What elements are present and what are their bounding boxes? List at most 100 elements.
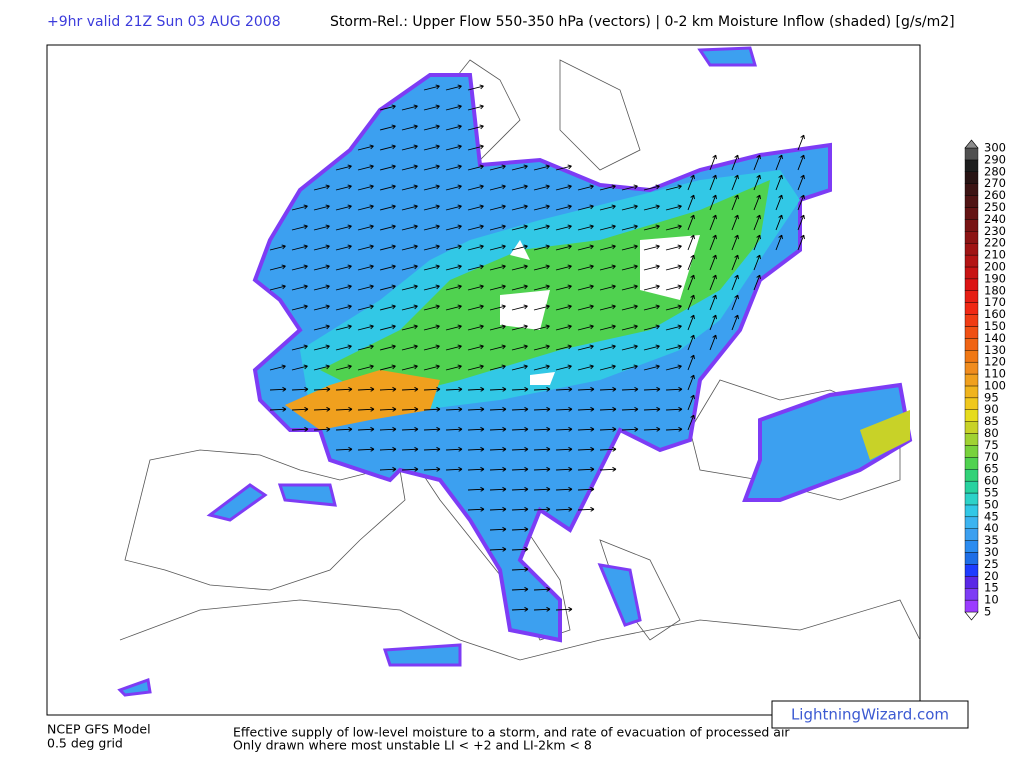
flow-arrow <box>577 244 594 251</box>
colorbar-swatch <box>964 516 979 529</box>
colorbar-label: 25 <box>984 557 999 571</box>
flow-arrow <box>423 224 440 231</box>
flow-arrow <box>643 224 660 231</box>
flow-arrow <box>709 294 717 311</box>
flow-arrow <box>599 324 616 331</box>
flow-arrow <box>687 334 695 351</box>
flow-arrow <box>577 506 595 512</box>
colorbar-label: 130 <box>984 343 1006 357</box>
flow-arrow <box>489 344 506 351</box>
flow-arrow <box>643 386 661 392</box>
flow-arrow <box>489 364 506 371</box>
flow-arrow <box>291 204 308 211</box>
colorbar-label: 95 <box>984 390 999 404</box>
flow-arrow <box>533 486 551 492</box>
flow-arrow <box>511 324 528 331</box>
colorbar-swatch <box>964 588 979 601</box>
flow-arrow <box>753 274 761 291</box>
colorbar-swatch <box>964 397 979 410</box>
flow-arrow <box>599 304 616 311</box>
flow-arrow <box>599 466 617 472</box>
flow-arrow <box>511 304 528 311</box>
flow-arrow <box>577 184 594 191</box>
flow-arrow <box>357 264 374 271</box>
flow-arrow <box>423 204 440 211</box>
flow-arrow <box>445 124 462 131</box>
flow-arrow <box>577 406 595 412</box>
flow-arrow <box>577 304 594 311</box>
flow-arrow <box>423 164 440 171</box>
flow-arrow <box>423 84 440 91</box>
flow-arrow <box>621 224 638 231</box>
flow-arrow <box>313 364 330 371</box>
flow-arrow <box>599 244 616 251</box>
flow-arrow <box>401 324 418 331</box>
colorbar-swatch <box>964 326 979 339</box>
flow-arrow <box>709 274 717 291</box>
colorbar-label: 15 <box>984 581 999 595</box>
flow-arrow <box>533 244 550 251</box>
flow-arrow <box>335 164 352 171</box>
flow-arrow <box>621 244 638 251</box>
flow-arrow <box>533 204 550 211</box>
flow-arrow <box>291 364 308 371</box>
flow-arrow <box>533 284 550 291</box>
flow-vectors <box>269 84 805 612</box>
colorbar-label: 85 <box>984 414 999 428</box>
colorbar-label: 190 <box>984 271 1006 285</box>
flow-arrow <box>621 264 638 271</box>
coastlines <box>119 59 921 661</box>
flow-arrow <box>489 506 507 512</box>
flow-arrow <box>401 164 418 171</box>
colorbar-swatch <box>964 361 979 375</box>
flow-arrow <box>335 446 353 452</box>
flow-arrow <box>379 466 397 472</box>
flow-arrow <box>489 244 506 251</box>
flow-arrow <box>643 284 660 291</box>
flow-arrow <box>621 364 638 371</box>
flow-arrow <box>577 324 594 331</box>
colorbar-swatch <box>964 445 979 458</box>
colorbar-end <box>964 139 979 149</box>
flow-arrow <box>753 254 761 271</box>
colorbar-label: 50 <box>984 497 999 511</box>
colorbar-swatch <box>964 147 979 161</box>
flow-arrow <box>467 446 485 452</box>
colorbar-swatch <box>964 504 979 518</box>
colorbar-label: 180 <box>984 283 1006 297</box>
flow-arrow <box>621 426 639 432</box>
description: Effective supply of low-level moisture t… <box>233 725 790 740</box>
flow-arrow <box>731 274 739 291</box>
flow-arrow <box>577 364 594 371</box>
flow-arrow <box>533 426 551 432</box>
flow-arrow <box>269 386 287 392</box>
flow-arrow <box>511 426 529 432</box>
colorbar-swatch <box>964 195 979 208</box>
flow-arrow <box>731 254 739 271</box>
flow-arrow <box>511 526 529 532</box>
flow-arrow <box>511 486 529 492</box>
colorbar-label: 210 <box>984 248 1006 262</box>
flow-arrow <box>709 194 717 211</box>
flow-arrow <box>423 244 440 251</box>
colorbar-label: 10 <box>984 593 999 607</box>
grid-spacing: 0.5 deg grid <box>47 736 123 751</box>
flow-arrow <box>511 184 528 191</box>
colorbar: 5101520253035404550556065707580859095100… <box>964 139 1006 621</box>
flow-arrow <box>313 304 330 311</box>
flow-arrow <box>401 104 418 111</box>
flow-arrow <box>401 284 418 291</box>
colorbar-label: 55 <box>984 486 999 500</box>
flow-arrow <box>489 386 507 392</box>
flow-arrow <box>577 486 595 492</box>
colorbar-label: 240 <box>984 212 1006 226</box>
flow-arrow <box>599 344 616 351</box>
flow-arrow <box>445 466 463 472</box>
flow-arrow <box>511 284 528 291</box>
colorbar-swatch <box>964 207 979 220</box>
colorbar-swatch <box>964 171 979 184</box>
flow-arrow <box>401 204 418 211</box>
flow-arrow <box>555 224 572 231</box>
flow-arrow <box>445 324 462 331</box>
